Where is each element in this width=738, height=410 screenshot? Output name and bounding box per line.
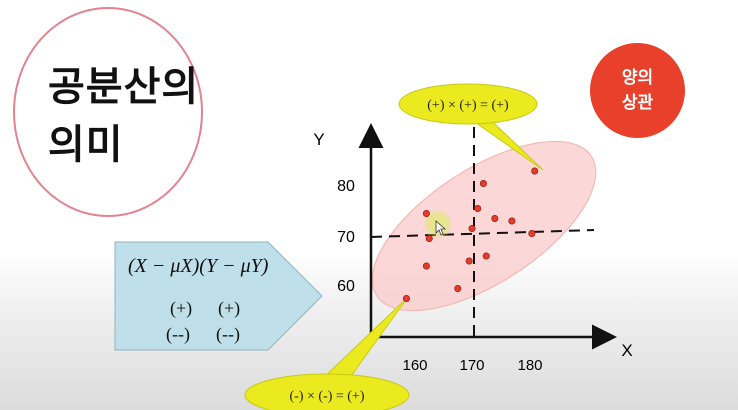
bottom-callout-text: (-) × (-) = (+): [290, 389, 365, 404]
correlation-ellipse: [371, 140, 597, 312]
data-point: [465, 257, 473, 265]
badge-line-2: 상관: [621, 92, 654, 113]
bottom-callout-bubble: [244, 373, 410, 410]
bottom-callout-tail: [316, 296, 409, 384]
data-point: [454, 284, 462, 292]
top-callout-text: (+) × (+) = (+): [427, 98, 509, 113]
sign-x-positive: (+): [170, 298, 193, 318]
mean-y-line: [370, 229, 595, 238]
x-tick-label: 180: [517, 357, 542, 374]
y-tick-label: 80: [337, 178, 355, 195]
y-tick-label: 70: [337, 229, 355, 246]
data-point: [422, 262, 430, 270]
data-point: [508, 217, 516, 225]
title-circle: [13, 7, 203, 217]
sign-y-positive: (+): [218, 298, 241, 318]
badge-line-1: 양의: [621, 67, 654, 88]
data-point: [531, 167, 539, 175]
data-point: [425, 235, 433, 243]
data-point: [474, 205, 482, 213]
x-tick-label: 160: [402, 357, 427, 374]
sign-y-negative: (--): [216, 324, 240, 344]
top-callout-bubble: [398, 83, 538, 125]
data-point: [422, 210, 430, 218]
covariance-formula: (X − μX)(Y − μY): [128, 255, 269, 277]
x-axis-title: X: [621, 341, 632, 360]
mouse-cursor-icon: [435, 220, 447, 236]
y-axis-title: Y: [313, 130, 324, 149]
sign-x-negative: (--): [166, 324, 190, 344]
positive-correlation-badge: 양의 상관: [590, 43, 685, 138]
data-point: [468, 225, 476, 233]
data-point: [491, 215, 499, 223]
data-point: [479, 180, 487, 188]
data-points: [402, 167, 539, 302]
data-point: [528, 230, 536, 238]
slide-title: 공분산의 의미: [48, 58, 199, 174]
title-line-2: 의미: [48, 122, 124, 168]
data-point: [402, 294, 410, 302]
y-tick-label: 60: [337, 278, 355, 295]
x-tick-label: 170: [459, 357, 484, 374]
data-point: [482, 252, 490, 260]
formula-arrow-box: [114, 241, 323, 351]
title-line-1: 공분산의: [48, 64, 200, 110]
